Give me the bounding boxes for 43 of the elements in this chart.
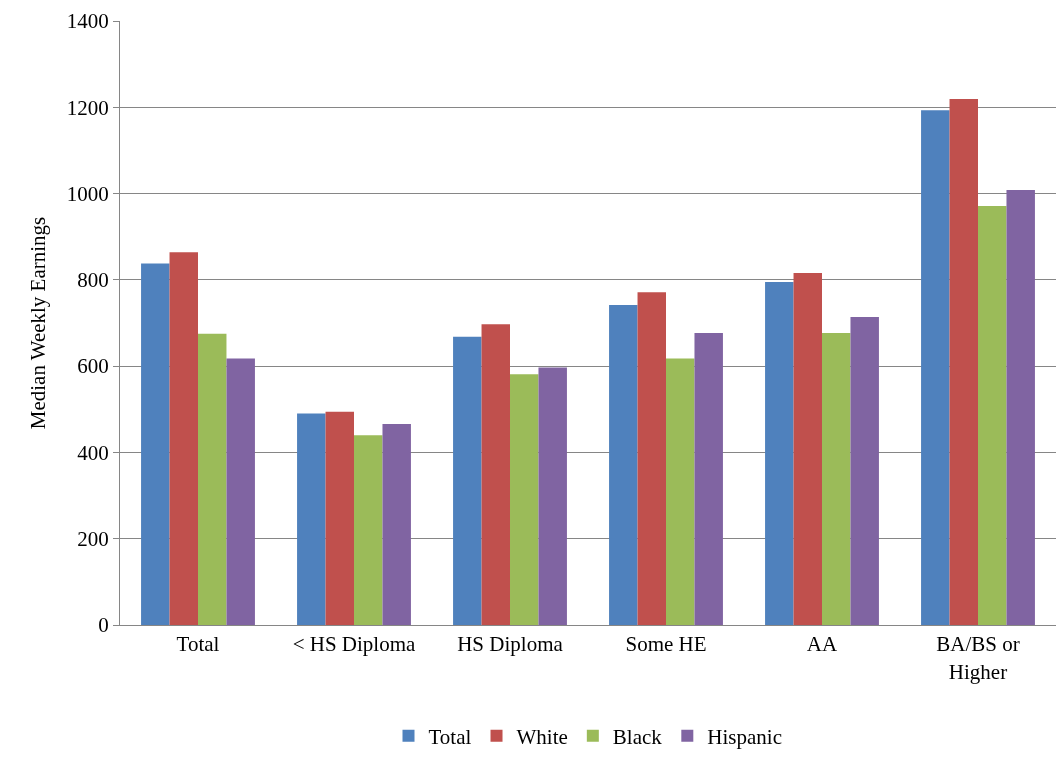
bar bbox=[666, 358, 695, 625]
bar bbox=[325, 411, 354, 625]
bar bbox=[921, 110, 950, 625]
bar bbox=[694, 332, 723, 625]
y-tick-label: 1400 bbox=[66, 9, 109, 34]
bar bbox=[169, 252, 198, 625]
legend-label: White bbox=[516, 724, 568, 749]
y-axis-title: Median Weekly Earnings bbox=[25, 216, 50, 430]
bar bbox=[226, 358, 255, 625]
x-tick-label: < HS Diploma bbox=[292, 632, 417, 657]
x-tick-label: AA bbox=[806, 632, 838, 657]
y-tick-label: 400 bbox=[77, 440, 109, 465]
bar bbox=[297, 413, 326, 625]
y-tick-label: 200 bbox=[77, 527, 109, 552]
bar bbox=[822, 332, 851, 625]
bar bbox=[609, 304, 638, 625]
x-tick-label: Total bbox=[176, 632, 220, 657]
legend-label: Black bbox=[612, 724, 663, 749]
y-tick-label: 1200 bbox=[66, 95, 109, 120]
bar bbox=[978, 206, 1007, 625]
x-tick-label: BA/BS or Higher bbox=[936, 632, 1020, 684]
y-tick-label: 0 bbox=[98, 613, 109, 638]
bar bbox=[793, 272, 822, 625]
bar bbox=[382, 423, 411, 625]
x-tick-label: Some HE bbox=[625, 632, 707, 657]
bar bbox=[637, 292, 666, 625]
bar bbox=[198, 333, 227, 625]
y-tick-label: 600 bbox=[77, 354, 109, 379]
bar bbox=[453, 336, 482, 625]
bar bbox=[765, 282, 794, 625]
bar bbox=[481, 324, 510, 625]
bar bbox=[850, 316, 879, 625]
bar bbox=[510, 374, 539, 625]
bar bbox=[354, 435, 383, 625]
legend-label: Total bbox=[428, 724, 472, 749]
y-tick-label: 800 bbox=[77, 268, 109, 293]
legend-label: Hispanic bbox=[707, 724, 782, 749]
bar bbox=[538, 367, 567, 625]
y-tick-label: 1000 bbox=[66, 181, 109, 206]
x-tick-label: HS Diploma bbox=[457, 632, 564, 657]
bar bbox=[1006, 190, 1035, 625]
bar bbox=[949, 99, 978, 625]
bar bbox=[141, 263, 170, 625]
